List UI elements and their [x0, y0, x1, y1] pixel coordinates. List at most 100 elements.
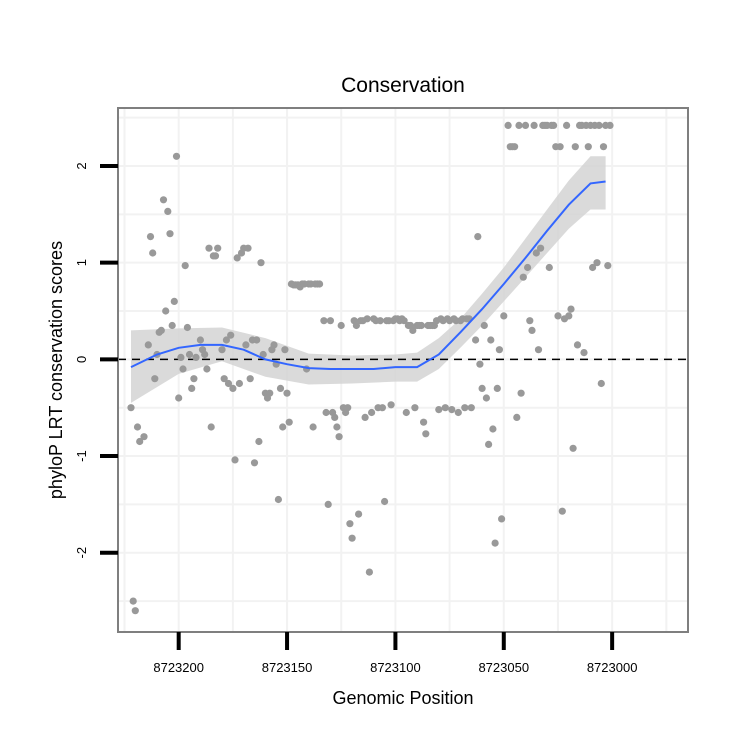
data-point: [320, 317, 328, 325]
data-point: [563, 121, 571, 129]
data-point: [474, 233, 482, 241]
data-point: [183, 323, 191, 332]
data-point: [159, 196, 168, 204]
data-point: [504, 121, 512, 129]
chart-title: Conservation: [341, 74, 465, 97]
data-point: [233, 254, 241, 262]
data-point: [361, 413, 369, 421]
data-point: [467, 404, 475, 412]
line-layer: [130, 180, 606, 370]
data-point: [387, 401, 395, 409]
data-point: [136, 437, 144, 446]
data-point: [521, 121, 530, 129]
data-point: [530, 121, 538, 129]
data-point: [331, 413, 339, 421]
data-point: [188, 384, 196, 392]
data-point: [573, 341, 582, 349]
smooth-fit-line: [130, 180, 606, 370]
data-point: [485, 440, 493, 448]
data-point: [567, 305, 575, 313]
data-point: [227, 331, 235, 339]
data-point: [420, 418, 428, 426]
data-point: [571, 143, 579, 151]
data-point: [513, 413, 521, 421]
data-point: [255, 437, 263, 446]
data-point: [365, 568, 373, 576]
data-point: [417, 321, 425, 330]
data-point: [476, 360, 484, 368]
data-point: [144, 341, 152, 349]
data-point: [270, 341, 278, 349]
data-point: [326, 317, 334, 325]
data-point: [569, 444, 577, 452]
data-point: [253, 336, 261, 344]
data-point: [168, 321, 176, 330]
data-point: [402, 408, 410, 417]
data-point: [129, 597, 137, 605]
data-point: [207, 423, 215, 431]
data-point: [411, 404, 419, 412]
data-point: [537, 244, 545, 252]
x-tick-label: 8723000: [587, 660, 638, 675]
data-point: [515, 121, 523, 129]
data-point: [519, 273, 527, 281]
data-point: [487, 336, 495, 344]
data-point: [534, 346, 543, 354]
data-point: [565, 312, 573, 320]
data-point: [218, 346, 226, 354]
data-point: [495, 346, 503, 354]
data-point: [266, 389, 274, 397]
x-tick-label: 8723100: [370, 660, 421, 675]
data-point: [528, 326, 536, 334]
data-point: [448, 406, 456, 414]
data-point: [172, 152, 181, 160]
data-point: [381, 497, 389, 506]
data-point: [192, 353, 200, 361]
data-point: [461, 404, 469, 412]
data-point: [211, 252, 220, 260]
data-point: [322, 408, 330, 417]
data-point: [604, 262, 612, 270]
data-point: [489, 425, 497, 433]
y-tick-label: 1: [74, 259, 89, 266]
data-point: [179, 365, 187, 373]
data-point: [355, 510, 363, 518]
data-point: [229, 384, 237, 392]
data-point: [435, 406, 443, 414]
data-point: [593, 259, 601, 267]
x-tick-label: 8723050: [478, 660, 529, 675]
data-point: [242, 341, 250, 349]
data-point: [348, 534, 356, 542]
data-point: [175, 394, 183, 402]
panel-border: [117, 107, 689, 633]
data-point: [606, 121, 614, 129]
y-tick-label: -1: [74, 450, 89, 462]
data-point: [276, 384, 285, 392]
data-point: [376, 317, 384, 325]
data-point: [454, 408, 462, 417]
data-point: [580, 349, 588, 357]
data-point: [214, 244, 222, 252]
data-point: [517, 389, 525, 397]
data-point: [131, 607, 139, 615]
x-axis-label: Genomic Position: [332, 688, 473, 708]
data-point: [127, 404, 135, 412]
data-point: [556, 143, 564, 151]
data-point: [281, 346, 289, 354]
data-point: [368, 408, 376, 417]
data-point: [164, 207, 172, 215]
x-tick-label: 8723150: [262, 660, 313, 675]
y-tick-label: -2: [74, 547, 89, 559]
data-point: [283, 389, 291, 397]
data-point: [595, 121, 603, 129]
data-point: [285, 418, 293, 426]
data-point: [493, 384, 501, 392]
data-point: [344, 404, 352, 412]
data-point: [500, 312, 508, 320]
data-point: [599, 143, 608, 151]
data-point: [324, 500, 332, 508]
data-point: [378, 404, 386, 412]
data-point: [246, 375, 254, 383]
data-point: [205, 244, 213, 252]
